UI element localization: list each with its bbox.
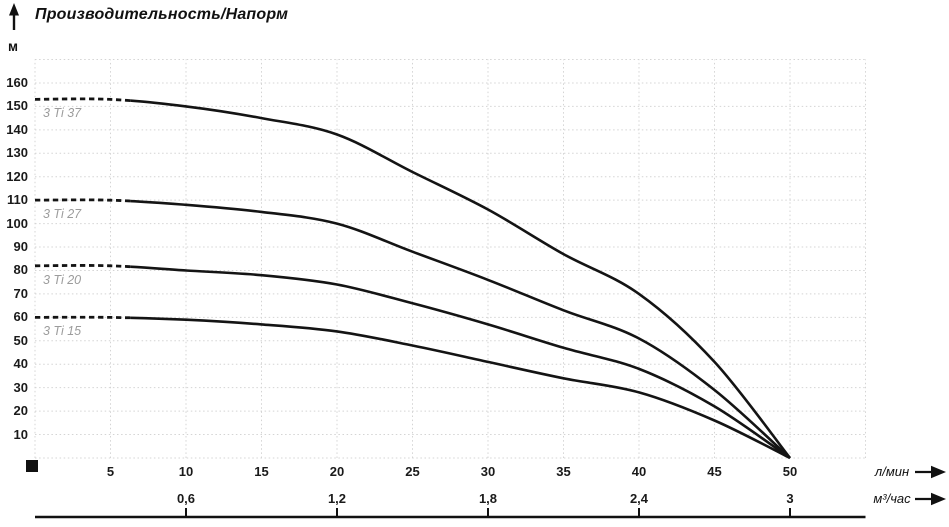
chart-title: Производительность/Напорм (35, 6, 289, 23)
origin-square-marker (26, 460, 38, 472)
pump-curve-3-Ti-15 (130, 316, 791, 460)
pump-curve-3-Ti-20 (130, 265, 791, 460)
pump-curve-3-Ti-27 (130, 199, 791, 459)
y-axis-unit-label: м (8, 39, 18, 54)
pump-curve-3-Ti-37 (130, 99, 792, 459)
x-axis-m3h-unit-label: м³/час (873, 491, 911, 506)
x-axis-lmin-unit-label: л/мин (874, 464, 910, 479)
pump-curve-dashed-3-Ti-27 (34, 198, 131, 203)
